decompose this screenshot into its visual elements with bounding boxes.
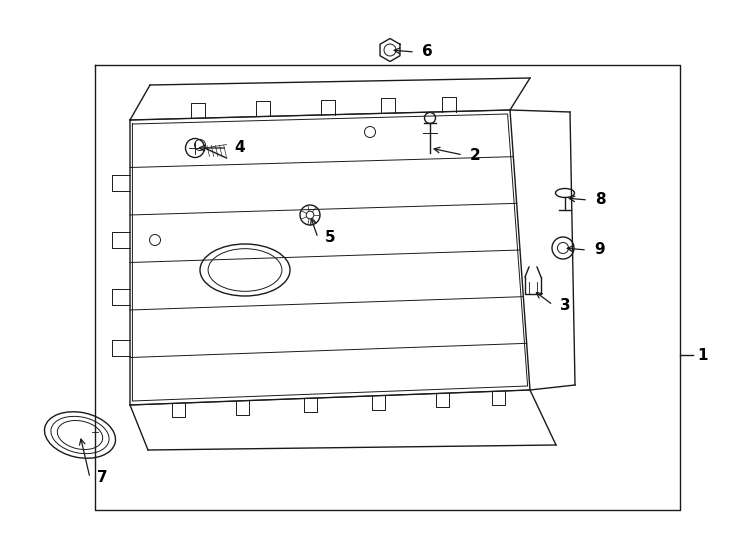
Text: 5: 5 (325, 231, 335, 246)
Text: 9: 9 (594, 242, 605, 258)
Text: 7: 7 (97, 470, 108, 485)
Text: 2: 2 (470, 147, 481, 163)
Text: 4: 4 (234, 140, 244, 156)
Text: 6: 6 (422, 44, 433, 59)
Text: 8: 8 (595, 192, 606, 207)
Text: 1: 1 (697, 348, 708, 362)
Text: 3: 3 (560, 298, 570, 313)
